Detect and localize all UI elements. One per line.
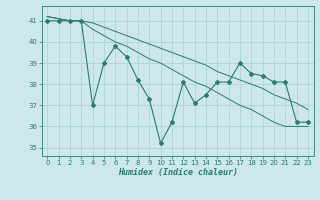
X-axis label: Humidex (Indice chaleur): Humidex (Indice chaleur) (118, 168, 237, 177)
